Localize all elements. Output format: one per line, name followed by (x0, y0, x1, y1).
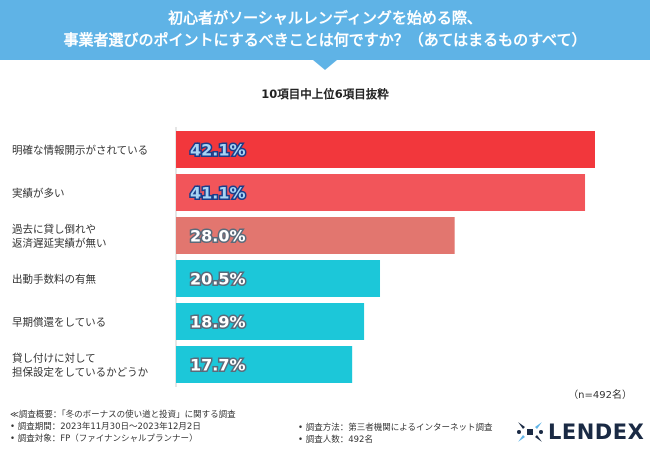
bar-2 (176, 217, 455, 254)
sample-size: （n=492名） (568, 390, 632, 401)
category-label-0: 明確な情報開示がされている (12, 144, 148, 157)
bar-5 (176, 346, 353, 383)
lendex-logo: LENDEX (516, 418, 644, 446)
survey-period: • 調査期間：2023年11月30日～2023年12月2日 (10, 422, 201, 432)
survey-target: • 調査対象：FP（ファイナンシャルプランナー） (10, 434, 198, 444)
chart-title-line2: 事業者選びのポイントにするべきことは何ですか？（あてはまるものすべて） (63, 31, 587, 49)
category-label-2-0: 過去に貸し倒れや (12, 223, 96, 236)
value-label-1: 41.1% (190, 184, 246, 203)
lendex-logo-text: LENDEX (548, 420, 645, 444)
bar-4 (176, 303, 365, 340)
category-label-5-0: 貸し付けに対して (12, 352, 96, 365)
value-label-3: 20.5% (190, 270, 246, 289)
category-label-4: 早期償還をしている (12, 316, 106, 329)
footer-left: ≪調査概要：「冬のボーナスの使い道と投資」に関する調査 • 調査期間：2023年… (10, 409, 236, 445)
value-label-2: 28.0% (190, 227, 246, 246)
survey-count: • 調査人数：492名 (298, 435, 373, 445)
header-notch (313, 60, 337, 70)
chart-subtitle: 10項目中上位6項目抜粋 (261, 87, 389, 101)
value-label-4: 18.9% (190, 313, 246, 332)
category-label-1: 実績が多い (12, 187, 65, 200)
survey-method: • 調査方法：第三者機関によるインターネット調査 (298, 423, 493, 433)
value-label-5: 17.7% (190, 356, 246, 375)
chart-title-line1: 初心者がソーシャルレンディングを始める際、 (168, 9, 482, 27)
bar-0 (176, 131, 595, 168)
chart-header: 初心者がソーシャルレンディングを始める際、 事業者選びのポイントにするべきことは… (0, 0, 650, 70)
lendex-logo-icon (517, 422, 543, 442)
category-label-5-1: 担保設定をしているかどうか (12, 366, 149, 379)
category-label-3: 出動手数料の有無 (12, 273, 96, 286)
category-label-2-1: 返済遅延実績が無い (12, 237, 107, 250)
bar-1 (176, 174, 586, 211)
value-label-0: 42.1% (190, 141, 246, 160)
footer-right: • 調査方法：第三者機関によるインターネット調査 • 調査人数：492名 (298, 422, 492, 446)
bar-3 (176, 260, 381, 297)
survey-summary: ≪調査概要：「冬のボーナスの使い道と投資」に関する調査 (10, 410, 236, 420)
